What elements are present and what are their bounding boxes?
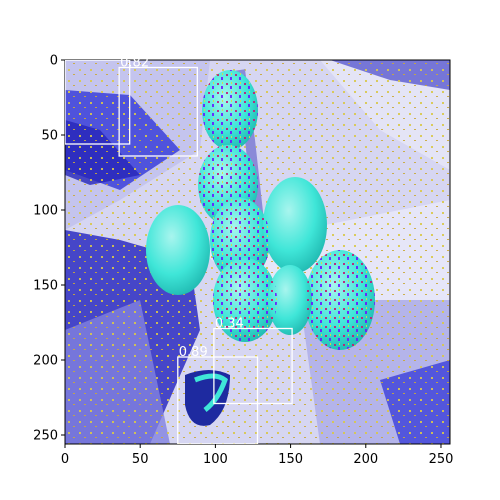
x-tick-label: 250	[429, 452, 454, 467]
y-axis: 0 50 100 150 200 250	[33, 54, 65, 444]
photo	[65, 60, 450, 444]
x-tick-label: 100	[203, 452, 228, 467]
x-tick-label: 0	[61, 452, 69, 467]
y-tick-label: 250	[33, 429, 58, 444]
grape-cluster	[146, 70, 375, 350]
detection-score: 0.89	[179, 345, 208, 360]
y-tick-label: 100	[33, 204, 58, 219]
detection-score: 0.82	[120, 56, 149, 71]
x-tick-label: 50	[132, 452, 149, 467]
y-tick-label: 0	[50, 54, 58, 69]
detection-box	[65, 60, 131, 145]
detection-box	[118, 66, 198, 157]
detection-box	[177, 356, 259, 444]
x-tick-label: 150	[278, 452, 303, 467]
detection-boxes	[65, 60, 293, 444]
detection-score: 0.34	[215, 317, 244, 332]
detection-box	[213, 327, 293, 405]
y-tick-label: 150	[33, 279, 58, 294]
y-tick-label: 50	[41, 129, 58, 144]
x-axis: 0 50 100 150 200 250	[61, 444, 454, 467]
x-tick-label: 200	[353, 452, 378, 467]
y-tick-label: 200	[33, 354, 58, 369]
